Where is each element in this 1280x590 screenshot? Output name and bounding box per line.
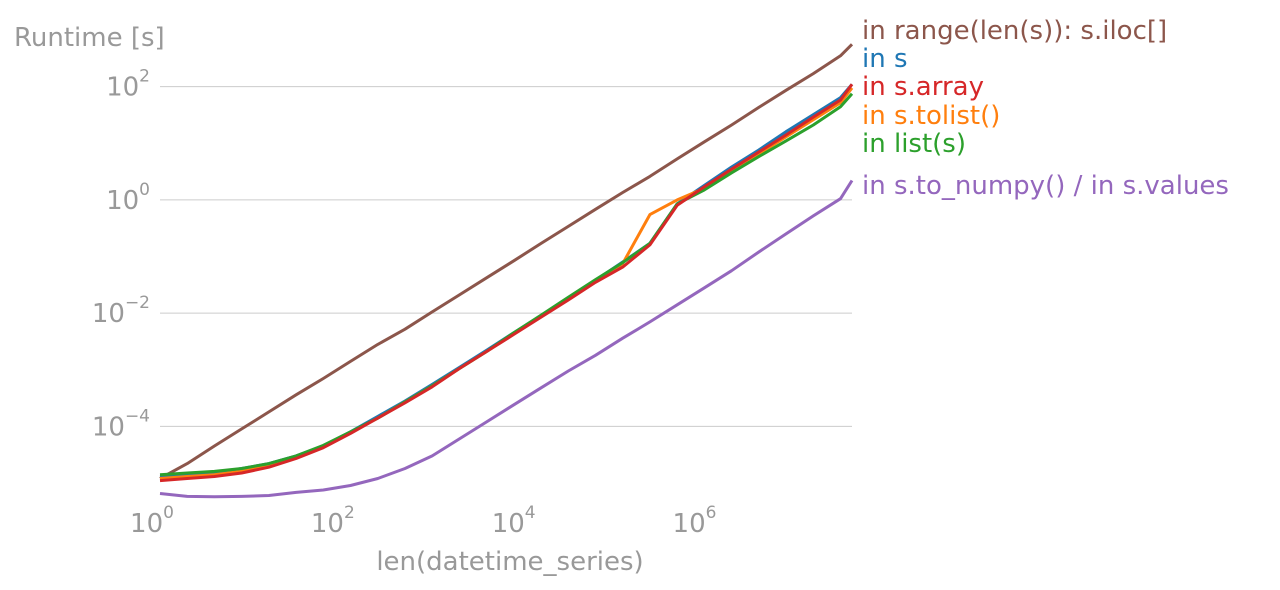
legend: in range(len(s)): s.iloc[]in sin s.array… xyxy=(862,16,1229,201)
y-gridlines xyxy=(160,86,852,427)
y-tick-label: 10−2 xyxy=(92,293,150,329)
legend-entry: in s.tolist() xyxy=(862,101,1000,131)
legend-entry: in list(s) xyxy=(862,129,966,159)
series-line xyxy=(159,92,854,477)
series-line xyxy=(159,83,854,478)
y-tick-label: 10−4 xyxy=(92,406,150,442)
series-line xyxy=(159,83,854,483)
x-tick-label: 102 xyxy=(311,503,355,539)
x-tick-label: 106 xyxy=(673,503,717,539)
legend-entry: in s.array xyxy=(862,72,984,102)
series-line xyxy=(159,86,854,480)
legend-entry: in s.to_numpy() / in s.values xyxy=(862,171,1229,201)
x-axis-label: len(datetime_series) xyxy=(376,547,643,577)
y-tick-label: 100 xyxy=(106,180,150,216)
series-line xyxy=(159,179,854,499)
y-tick-label: 102 xyxy=(106,67,150,103)
x-tick-label: 104 xyxy=(492,503,536,539)
series-line xyxy=(159,43,854,480)
series-lines xyxy=(159,43,854,499)
y-axis-label: Runtime [s] xyxy=(14,23,165,53)
x-tick-label: 100 xyxy=(130,503,174,539)
legend-entry: in s xyxy=(862,44,908,74)
axis-ticks: 10−4 10−2 100 102 100 102 104 106 xyxy=(92,67,717,539)
legend-entry: in range(len(s)): s.iloc[] xyxy=(862,16,1167,46)
